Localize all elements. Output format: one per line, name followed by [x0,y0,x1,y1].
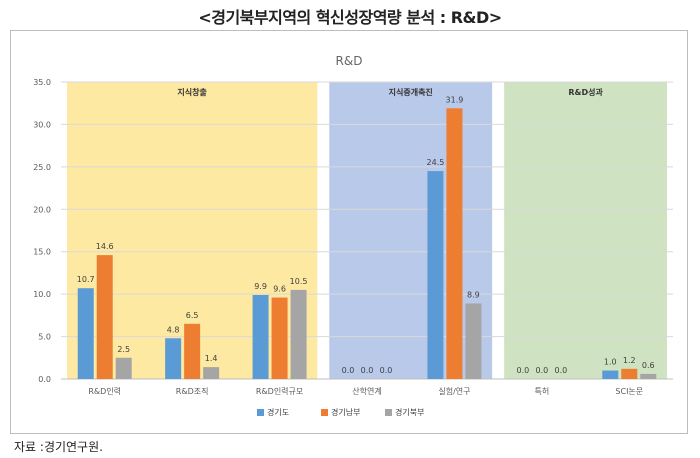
data-label: 6.5 [186,311,199,320]
source-note: 자료 :경기연구원. [14,440,103,454]
data-label: 0.6 [642,361,655,370]
y-tick-label: 35.0 [33,78,51,87]
x-tick-label: R&D인력규모 [256,386,303,396]
bar [184,323,201,379]
data-label: 10.7 [77,275,95,284]
data-label: 14.6 [96,242,114,251]
y-tick-label: 10.0 [33,290,51,299]
bar [640,373,657,379]
y-axis: 0.0 5.0 10.0 15.0 20.0 25.0 30.0 35.0 [33,78,51,384]
chart-frame: R&D 지식창출 지식중개축진 R&D성과 0.0 5.0 10.0 15.0 20.0 25… [10,30,688,434]
data-label: 4.8 [167,325,180,334]
legend-swatch [321,409,328,416]
legend-swatch [385,409,392,416]
data-label: 1.2 [623,356,636,365]
bar [77,288,94,379]
data-label: 9.9 [254,282,267,291]
bar [427,171,444,379]
legend-label: 경기도 [267,407,289,417]
group-band [329,82,493,379]
group-bands: 지식창출 지식중개축진 R&D성과 [67,82,667,379]
y-tick-label: 30.0 [33,120,51,129]
data-label: 10.5 [290,277,308,286]
data-label: 31.9 [446,95,464,104]
bar [115,357,132,379]
bar [165,338,182,379]
group-label: 지식중개축진 [389,87,433,97]
group-band [504,82,667,379]
group-label: 지식창출 [177,87,207,97]
bar [602,370,619,379]
data-label: 24.5 [427,158,445,167]
data-label: 0.0 [380,366,393,375]
y-tick-label: 20.0 [33,205,51,214]
x-tick-label: SCI논문 [615,387,643,396]
x-tick-label: R&D조직 [176,386,209,396]
bar [290,289,307,379]
x-tick-label: 실험/연구 [438,386,470,396]
y-tick-label: 5.0 [38,333,51,342]
page-title: <경기북부지역의 혁신성장역량 분석 : R&D> [198,8,502,27]
bar [203,367,220,379]
data-label: 0.0 [342,366,355,375]
data-label: 1.4 [205,354,218,363]
y-tick-label: 0.0 [38,375,51,384]
legend: 경기도 경기남부 경기북부 [257,407,424,417]
data-label: 0.0 [361,366,374,375]
bars [77,108,657,379]
legend-label: 경기남부 [331,407,360,417]
bar [621,368,638,379]
legend-swatch [257,409,264,416]
data-label: 0.0 [535,366,548,375]
data-label: 8.9 [467,290,480,299]
data-label: 0.0 [516,366,529,375]
y-tick-label: 15.0 [33,248,51,257]
data-label: 1.0 [604,358,617,367]
data-label: 9.6 [273,285,286,294]
bar [271,297,288,379]
bar [446,108,463,379]
x-axis: R&D인력 R&D조직 R&D인력규모 산학연계 실험/연구 특허 SCI논문 [88,386,643,396]
group-label: R&D성과 [568,87,603,97]
data-labels: 10.7 14.6 2.5 4.8 6.5 1.4 9.9 9.6 10.5 0.0 0.0 0.0 2… [77,95,655,375]
bar [465,303,482,379]
y-tick-label: 25.0 [33,163,51,172]
data-label: 0.0 [554,366,567,375]
legend-label: 경기북부 [395,407,424,417]
chart-title: R&D [336,54,363,68]
data-label: 2.5 [117,345,130,354]
x-tick-label: 산학연계 [352,386,381,396]
gridlines [61,81,673,380]
bar [96,255,113,379]
x-tick-label: 특허 [534,387,549,396]
x-tick-label: R&D인력 [88,386,121,396]
bar [252,294,269,379]
rnd-bar-chart: R&D 지식창출 지식중개축진 R&D성과 0.0 5.0 10.0 15.0 20.0 25… [33,54,673,417]
